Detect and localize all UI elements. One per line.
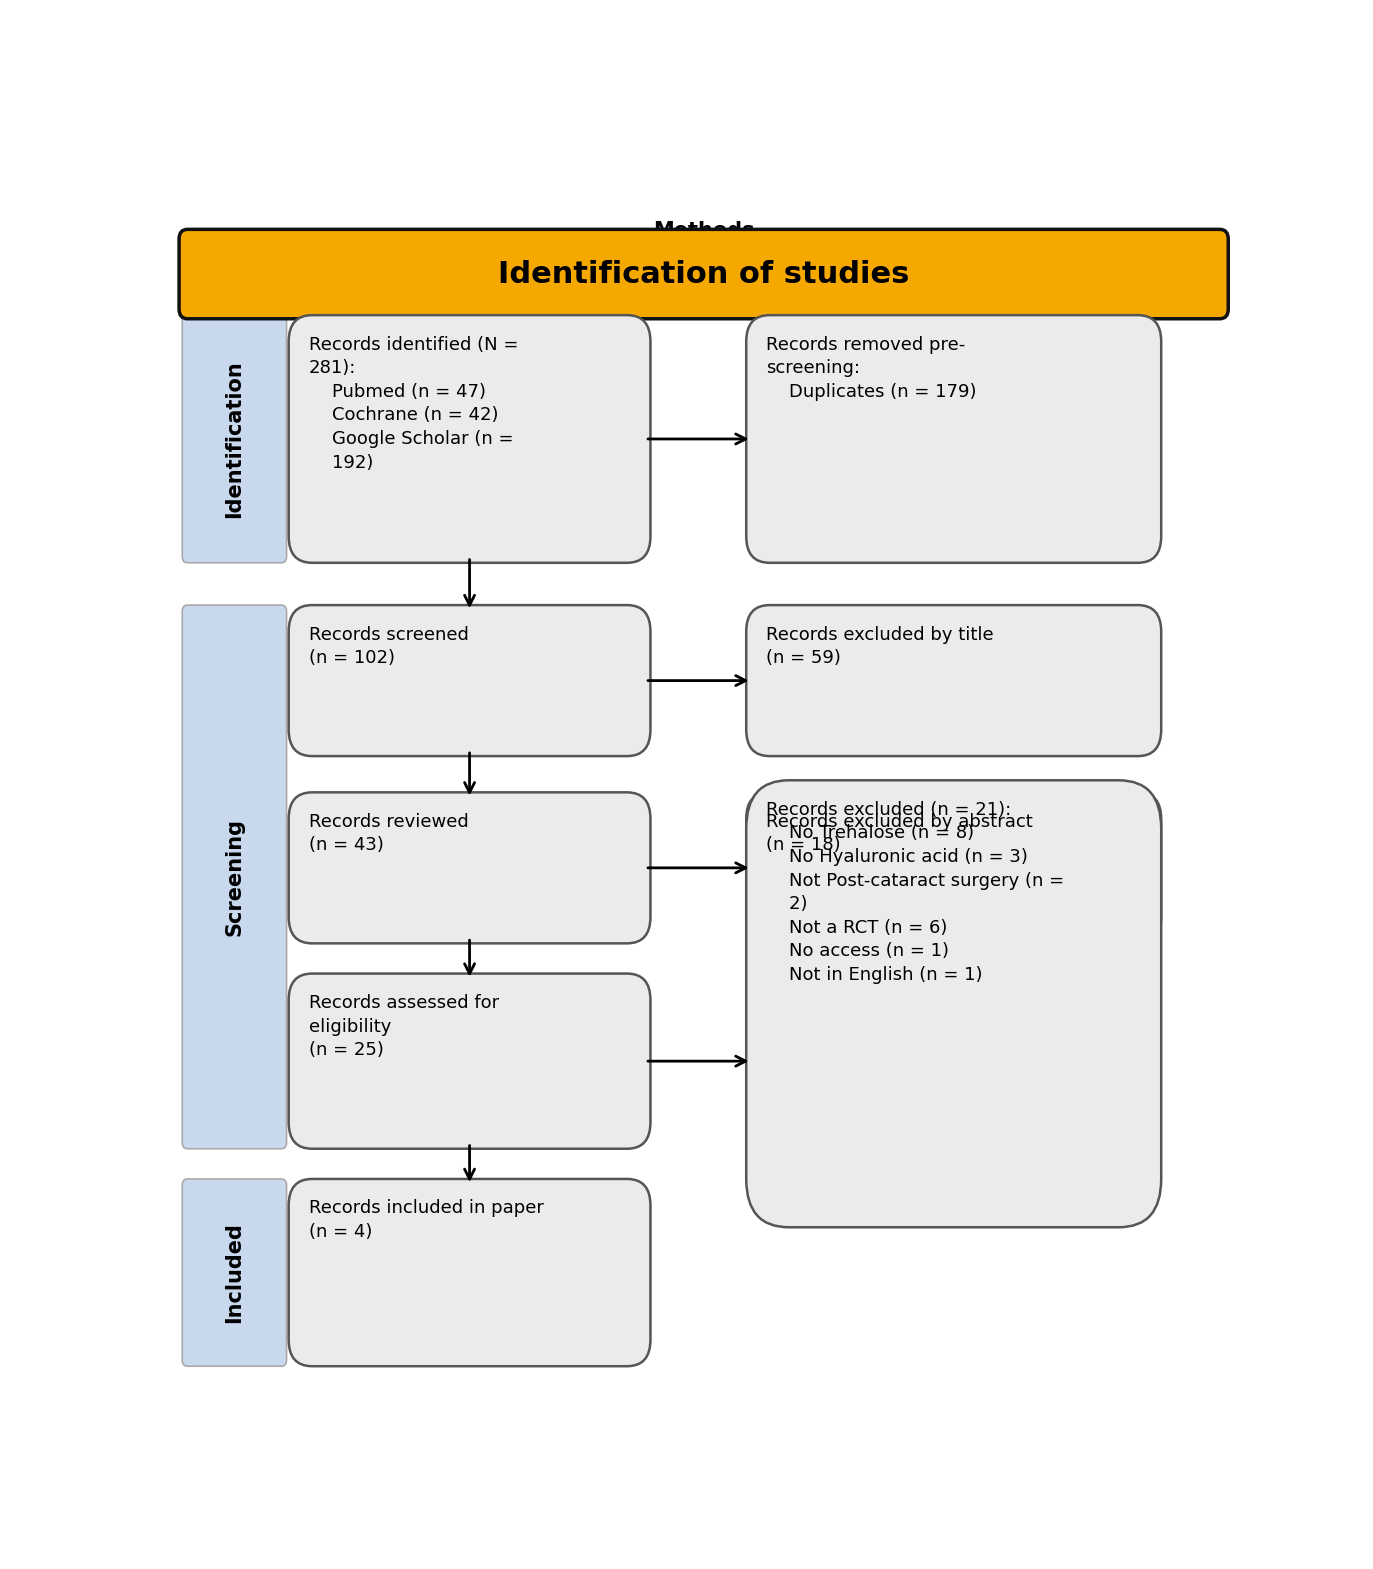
FancyBboxPatch shape: [288, 973, 651, 1149]
Text: Records assessed for
eligibility
(n = 25): Records assessed for eligibility (n = 25…: [309, 995, 498, 1059]
Text: Methods: Methods: [652, 221, 755, 240]
FancyBboxPatch shape: [747, 792, 1162, 943]
Text: Included: Included: [224, 1222, 244, 1323]
FancyBboxPatch shape: [183, 1178, 287, 1367]
FancyBboxPatch shape: [288, 315, 651, 563]
Text: Identification of studies: Identification of studies: [498, 259, 909, 289]
FancyBboxPatch shape: [747, 315, 1162, 563]
Text: Screening: Screening: [224, 817, 244, 937]
FancyBboxPatch shape: [747, 780, 1162, 1227]
Text: Identification: Identification: [224, 361, 244, 518]
FancyBboxPatch shape: [288, 1178, 651, 1367]
FancyBboxPatch shape: [183, 315, 287, 563]
FancyBboxPatch shape: [288, 606, 651, 756]
Text: Records excluded by abstract
(n = 18): Records excluded by abstract (n = 18): [766, 813, 1034, 855]
Text: Records excluded (n = 21):
    No Trehalose (n = 8)
    No Hyaluronic acid (n = : Records excluded (n = 21): No Trehalose …: [766, 800, 1064, 984]
Text: Records screened
(n = 102): Records screened (n = 102): [309, 626, 468, 667]
FancyBboxPatch shape: [183, 606, 287, 1149]
Text: Records included in paper
(n = 4): Records included in paper (n = 4): [309, 1199, 544, 1241]
Text: Records removed pre-
screening:
    Duplicates (n = 179): Records removed pre- screening: Duplicat…: [766, 336, 978, 400]
FancyBboxPatch shape: [178, 229, 1229, 319]
Text: Records identified (N =
281):
    Pubmed (n = 47)
    Cochrane (n = 42)
    Goog: Records identified (N = 281): Pubmed (n …: [309, 336, 518, 472]
Text: Records reviewed
(n = 43): Records reviewed (n = 43): [309, 813, 468, 855]
Text: Records excluded by title
(n = 59): Records excluded by title (n = 59): [766, 626, 994, 667]
FancyBboxPatch shape: [747, 606, 1162, 756]
FancyBboxPatch shape: [288, 792, 651, 943]
